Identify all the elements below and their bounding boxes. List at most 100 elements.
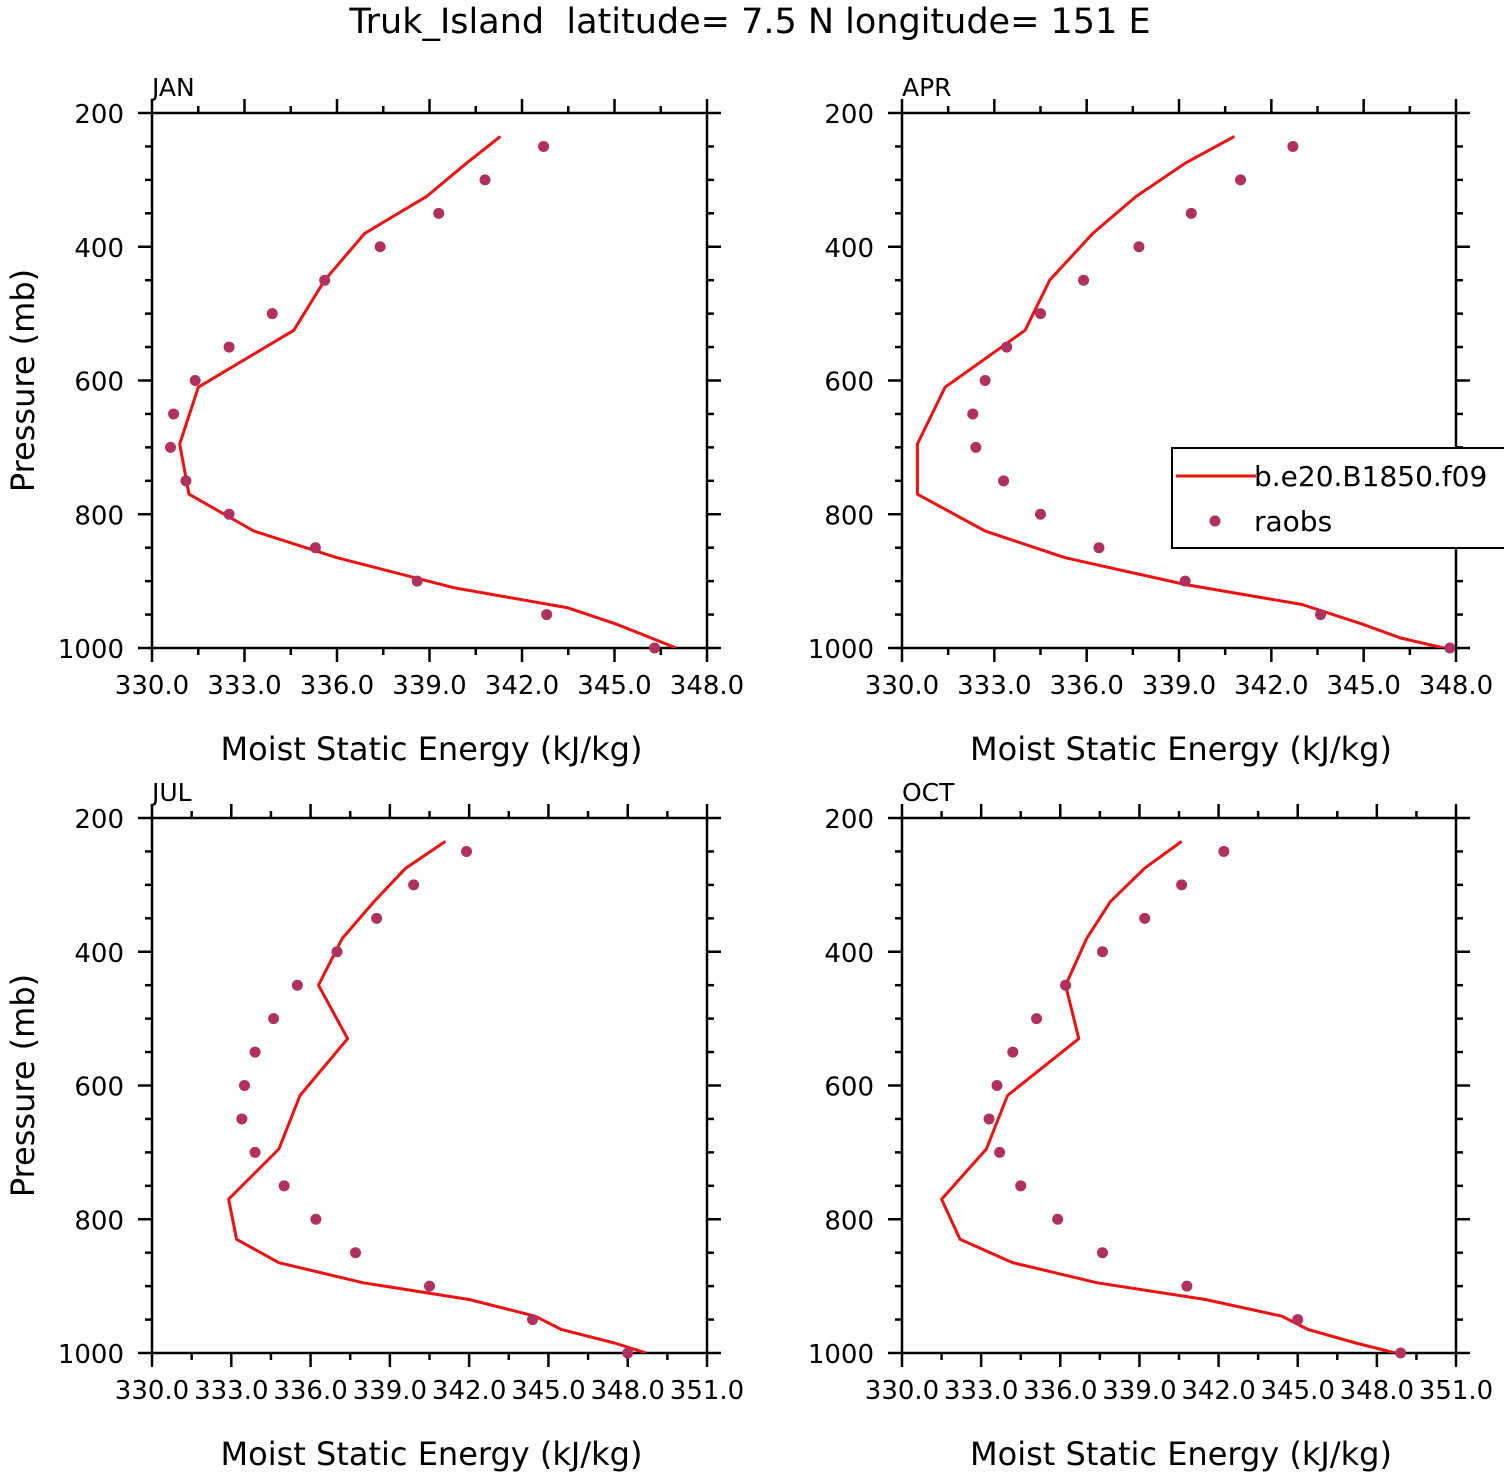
y-tick-label: 200 (824, 805, 874, 835)
raobs-point (1181, 1280, 1193, 1292)
raobs-point (649, 642, 661, 654)
y-axis-label: Pressure (mb) (4, 974, 42, 1197)
raobs-point (433, 207, 445, 219)
panel-label: APR (902, 73, 952, 102)
raobs-point (1035, 508, 1046, 520)
raobs-point (1287, 140, 1299, 152)
panel-label: JAN (150, 73, 195, 102)
raobs-point (967, 408, 979, 420)
x-tick-label: 351.0 (1419, 1376, 1493, 1406)
raobs-point (479, 174, 491, 186)
x-tick-label: 330.0 (865, 1376, 939, 1406)
raobs-point (538, 140, 550, 152)
legend-box (1171, 447, 1504, 549)
raobs-point (236, 1113, 248, 1125)
plot-area (940, 840, 1396, 1353)
x-tick-label: 339.0 (1102, 1376, 1176, 1406)
raobs-point (411, 575, 423, 587)
plot-area (227, 840, 647, 1353)
x-axis-label: Moist Static Energy (kJ/kg) (221, 1435, 643, 1473)
raobs-point (291, 979, 303, 991)
x-tick-label: 348.0 (1419, 671, 1493, 701)
raobs-point (527, 1314, 539, 1326)
raobs-point (979, 375, 991, 386)
y-tick-label: 400 (824, 939, 874, 969)
raobs-point (1015, 1180, 1027, 1192)
raobs-point (1185, 207, 1197, 219)
raobs-point (408, 879, 420, 891)
raobs-point (1052, 1213, 1064, 1225)
y-tick-label: 200 (74, 805, 124, 835)
y-tick-label: 600 (824, 1073, 874, 1103)
raobs-point (374, 241, 386, 253)
x-axis-label: Moist Static Energy (kJ/kg) (970, 1435, 1392, 1473)
y-tick-label: 200 (74, 100, 124, 130)
raobs-point (1060, 979, 1072, 991)
legend-model-label: b.e20.B1850.f09 (1254, 460, 1487, 493)
x-tick-label: 348.0 (590, 1376, 664, 1406)
raobs-point (165, 441, 176, 453)
x-tick-label: 345.0 (1260, 1376, 1334, 1406)
x-tick-label: 342.0 (485, 671, 559, 701)
raobs-point (1395, 1347, 1407, 1359)
plot-frame (150, 816, 709, 1355)
y-axis-label: Pressure (mb) (4, 269, 42, 492)
panel-label: JUL (150, 778, 192, 807)
raobs-point (223, 508, 235, 520)
raobs-point (319, 274, 331, 286)
x-axis-label: Moist Static Energy (kJ/kg) (970, 730, 1392, 768)
legend-obs-label: raobs (1254, 505, 1332, 538)
x-tick-label: 348.0 (1340, 1376, 1414, 1406)
plot-frame (900, 816, 1458, 1355)
figure-title: Truk_Island latitude= 7.5 N longitude= 1… (348, 2, 1150, 42)
x-tick-label: 336.0 (1049, 671, 1123, 701)
raobs-point (189, 375, 201, 386)
y-tick-label: 400 (824, 234, 874, 264)
x-tick-label: 330.0 (115, 1376, 189, 1406)
x-tick-label: 342.0 (1234, 671, 1308, 701)
raobs-point (223, 341, 235, 353)
model-profile-line (227, 840, 647, 1353)
x-tick-label: 336.0 (1023, 1376, 1097, 1406)
raobs-point (1078, 274, 1090, 286)
raobs-point (278, 1180, 290, 1192)
x-tick-label: 333.0 (194, 1376, 268, 1406)
raobs-point (1096, 1247, 1108, 1259)
x-tick-label: 336.0 (273, 1376, 347, 1406)
x-tick-label: 339.0 (392, 671, 466, 701)
raobs-point (424, 1280, 435, 1292)
x-tick-label: 339.0 (1142, 671, 1216, 701)
raobs-point (268, 1013, 280, 1025)
x-tick-label: 339.0 (353, 1376, 427, 1406)
y-tick-label: 800 (74, 1206, 124, 1236)
y-tick-label: 400 (74, 234, 124, 264)
y-tick-label: 600 (74, 368, 124, 398)
raobs-point (1133, 241, 1145, 253)
panel-jan: JAN 200 400 600 800 1000 330.0 333.0 336.0 339.0 3… (4, 73, 744, 768)
raobs-point (541, 609, 553, 621)
raobs-point (249, 1146, 261, 1158)
raobs-point (1093, 542, 1105, 554)
legend: b.e20.B1850.f09 raobs (1171, 447, 1504, 549)
x-tick-label: 336.0 (300, 671, 374, 701)
x-tick-label: 345.0 (511, 1376, 585, 1406)
raobs-point (249, 1046, 261, 1058)
raobs-point (1179, 575, 1191, 587)
raobs-point (1096, 946, 1108, 958)
raobs-point (991, 1080, 1003, 1091)
y-tick-label: 600 (74, 1073, 124, 1103)
raobs-point (180, 475, 192, 487)
y-tick-label: 400 (74, 939, 124, 969)
raobs-point (1218, 845, 1230, 857)
panel-label: OCT (902, 778, 955, 807)
x-axis-label: Moist Static Energy (kJ/kg) (221, 730, 643, 768)
raobs-point (1139, 912, 1151, 924)
x-tick-label: 345.0 (577, 671, 651, 701)
y-tick-label: 1000 (808, 635, 874, 665)
raobs-point (1031, 1013, 1043, 1025)
y-tick-label: 1000 (58, 1340, 124, 1370)
panel-jul: JUL 200 400 600 800 1000 330.0 333.0 336.0 339.0 3… (4, 778, 744, 1473)
